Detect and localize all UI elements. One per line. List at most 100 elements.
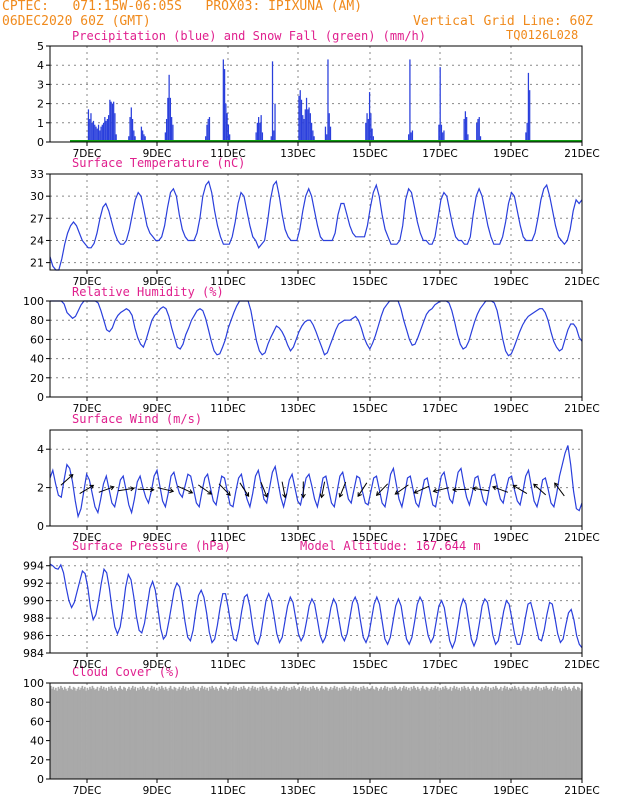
cloud-bar — [101, 688, 104, 779]
cloud-bar — [447, 689, 449, 779]
cloud-bar — [249, 690, 251, 779]
cloud-bar — [518, 688, 521, 779]
series-line — [49, 563, 583, 650]
cloud-bar — [126, 688, 129, 779]
cloud-bar — [211, 685, 214, 779]
plot-frame — [49, 556, 583, 654]
precip-bar — [106, 118, 108, 142]
precip-bar — [307, 109, 309, 142]
cloud-bar — [274, 686, 277, 779]
cloud-bar — [405, 686, 408, 779]
cloud-bar — [468, 688, 471, 779]
cloud-bar — [123, 686, 125, 779]
cloud-bar — [116, 690, 119, 779]
x-tick-label: 17DEC — [422, 659, 457, 671]
precip-bar — [463, 118, 465, 142]
cloud-bar — [169, 685, 172, 779]
cloud-bar — [484, 685, 487, 779]
cloud-bar — [460, 686, 463, 779]
precip-bar — [130, 107, 132, 142]
x-tick-label: 15DEC — [352, 148, 387, 160]
cloud-bar — [508, 687, 511, 779]
cloud-bar — [174, 687, 177, 779]
cloud-bar — [501, 690, 503, 779]
cloud-bar — [367, 688, 370, 779]
cloud-bar — [541, 689, 544, 779]
cloud-bar — [358, 690, 361, 779]
cloud-bar — [455, 686, 458, 779]
cloud-bar — [371, 685, 374, 779]
cloud-title: Cloud Cover (%) — [72, 665, 181, 679]
cloud-bar — [384, 685, 386, 779]
x-tick-label: 21DEC — [564, 659, 599, 671]
cloud-bar — [459, 690, 462, 779]
cloud-bar — [70, 688, 72, 779]
cloud-bar — [323, 689, 326, 779]
cloud-bar — [547, 689, 550, 779]
cloud-bar — [338, 687, 341, 779]
precip-bar — [142, 130, 144, 142]
cloud-bar — [343, 685, 346, 779]
cloud-bar — [104, 689, 106, 779]
x-tick-label: 11DEC — [210, 785, 245, 797]
x-tick-label: 9DEC — [143, 532, 172, 544]
cloud-bar — [307, 687, 309, 779]
cloud-bar — [556, 686, 559, 779]
cloud-bar — [72, 686, 75, 779]
y-tick-label: 27 — [30, 212, 44, 225]
humidity-title: Relative Humidity (%) — [72, 285, 224, 299]
cloud-bar — [534, 687, 536, 779]
y-tick-label: 984 — [23, 647, 44, 660]
cloud-bar — [207, 690, 210, 779]
cloud-bar — [515, 687, 517, 779]
cloud-bar — [177, 688, 179, 779]
x-tick-label: 17DEC — [422, 148, 457, 160]
precip-bar — [525, 132, 527, 142]
cloud-bar — [225, 687, 227, 779]
cloud-bar — [450, 690, 453, 779]
cloud-bar — [507, 689, 510, 779]
cloud-bar — [336, 686, 338, 779]
cloud-bar — [431, 689, 434, 779]
cloud-bar — [525, 689, 527, 779]
cloud-bar — [76, 688, 79, 779]
cloud-bar — [357, 687, 360, 779]
x-tick-label: 19DEC — [493, 659, 528, 671]
cloud-bar — [68, 685, 71, 779]
wind-vector — [413, 485, 430, 494]
cloud-bar — [503, 685, 506, 779]
cloud-bar — [184, 686, 187, 779]
cloud-bar — [57, 686, 60, 779]
precip-bar — [143, 134, 145, 142]
precip-bar — [467, 134, 469, 142]
wind-title: Surface Wind (m/s) — [72, 412, 203, 426]
cloud-bar — [183, 688, 186, 779]
precip-bar — [271, 61, 274, 142]
wind-vector — [137, 488, 154, 491]
cloud-bar — [147, 686, 149, 779]
cloud-bar — [50, 685, 52, 779]
y-tick-label: 992 — [23, 577, 44, 590]
x-tick-label: 17DEC — [422, 532, 457, 544]
cloud-bar — [532, 689, 535, 779]
cloud-bar — [167, 690, 169, 779]
cloud-bar — [85, 690, 87, 779]
precip-bar — [368, 92, 371, 142]
plot-frame — [49, 429, 583, 527]
cloud-bar — [283, 685, 285, 779]
cloud-bar — [61, 687, 64, 779]
cloud-bar — [425, 686, 428, 779]
cloud-bar — [218, 687, 221, 779]
precip-bar — [302, 115, 304, 142]
precip-bar — [222, 59, 224, 142]
cloud-bar — [154, 689, 157, 779]
wind-arrowhead — [149, 487, 155, 493]
cloud-bar — [380, 686, 382, 779]
cloud-bar — [136, 687, 139, 779]
cloud-bar — [539, 690, 541, 779]
precip-bar — [273, 130, 275, 142]
wind-vector — [177, 485, 193, 494]
cloud-bar — [553, 687, 555, 779]
x-tick-label: 9DEC — [143, 148, 172, 160]
precip-bar — [261, 132, 264, 142]
